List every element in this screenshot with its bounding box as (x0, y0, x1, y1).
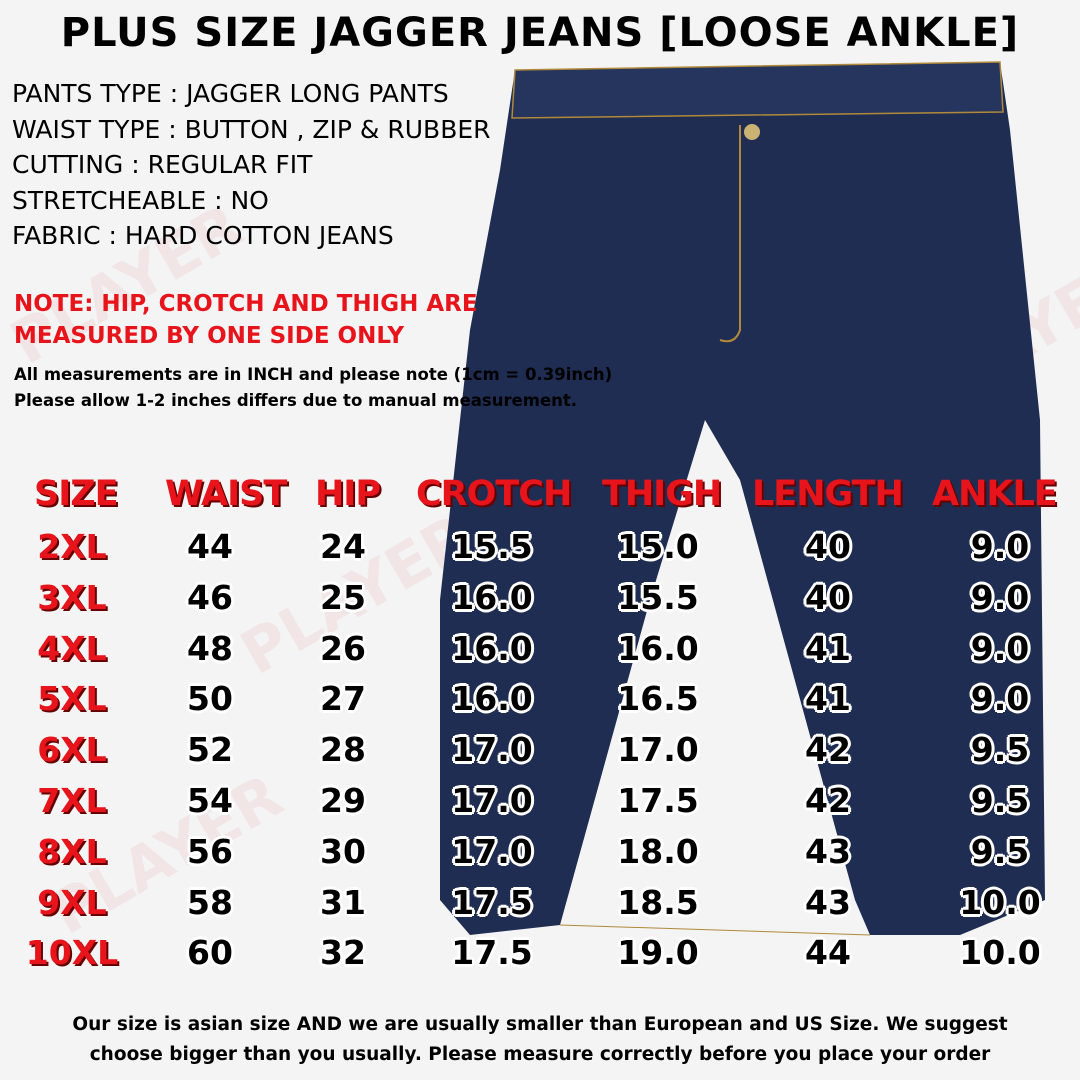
cell-thigh: 18.5 (617, 882, 699, 922)
table-row: 5XL 50 27 16.0 16.5 41 9.0 (0, 679, 1080, 729)
cell-size: 3XL (37, 577, 107, 617)
cell-crotch: 17.5 (451, 933, 533, 973)
cell-waist: 48 (187, 628, 233, 668)
cell-size: 7XL (37, 781, 107, 820)
cell-crotch: 16.0 (451, 628, 533, 668)
cell-ankle: 10.0 (959, 933, 1041, 973)
cell-crotch: 17.0 (451, 730, 533, 770)
cell-crotch: 16.0 (451, 679, 533, 719)
cell-size: 8XL (37, 831, 107, 871)
table-row: 6XL 52 28 17.0 17.0 42 9.5 (0, 730, 1080, 780)
cell-length: 41 (805, 679, 851, 719)
note-line: NOTE: HIP, CROTCH AND THIGH ARE (14, 291, 478, 317)
cell-hip: 24 (320, 527, 366, 566)
cell-waist: 44 (187, 527, 233, 566)
cell-hip: 26 (320, 628, 366, 668)
cell-ankle: 9.5 (970, 730, 1030, 770)
cell-waist: 60 (187, 933, 233, 973)
cell-ankle: 9.5 (970, 781, 1030, 820)
footer-note: Our size is asian size AND we are usuall… (0, 1010, 1080, 1070)
cell-crotch: 17.0 (451, 831, 533, 871)
table-row: 10XL 60 32 17.5 19.0 44 10.0 (0, 933, 1080, 983)
cell-size: 10XL (25, 933, 119, 973)
cell-size: 9XL (37, 882, 107, 922)
cell-size: 6XL (37, 730, 107, 770)
cell-waist: 58 (187, 882, 233, 922)
cell-size: 2XL (37, 527, 107, 566)
table-row: 3XL 46 25 16.0 15.5 40 9.0 (0, 578, 1080, 628)
info-line: All measurements are in INCH and please … (14, 365, 613, 384)
cell-length: 40 (805, 577, 851, 617)
cell-length: 40 (805, 527, 851, 566)
cell-crotch: 17.5 (451, 882, 533, 922)
cell-waist: 46 (187, 577, 233, 617)
cell-hip: 25 (320, 577, 366, 617)
table-row: 9XL 58 31 17.5 18.5 43 10.0 (0, 883, 1080, 933)
cell-hip: 30 (320, 831, 366, 871)
cell-hip: 28 (320, 730, 366, 770)
cell-hip: 31 (320, 882, 366, 922)
spec-fabric: FABRIC : HARD COTTON JEANS (12, 221, 394, 250)
cell-ankle: 9.5 (970, 831, 1030, 871)
footer-line: Our size is asian size AND we are usuall… (72, 1014, 1008, 1035)
spec-stretch: STRETCHEABLE : NO (12, 185, 269, 215)
cell-thigh: 18.0 (617, 831, 699, 871)
header-hip: HIP (315, 474, 381, 514)
cell-thigh: 17.5 (617, 781, 699, 820)
spec-list: PANTS TYPE : JAGGER LONG PANTS WAIST TYP… (12, 76, 491, 254)
cell-ankle: 9.0 (970, 577, 1030, 617)
cell-waist: 54 (187, 781, 233, 820)
cell-crotch: 17.0 (451, 781, 533, 820)
cell-ankle: 10.0 (959, 882, 1041, 922)
header-thigh: THIGH (602, 474, 722, 514)
cell-size: 4XL (37, 628, 107, 668)
cell-thigh: 16.5 (617, 679, 699, 719)
cell-length: 44 (805, 933, 851, 973)
spec-pants-type: PANTS TYPE : JAGGER LONG PANTS (12, 79, 449, 108)
measurement-note: NOTE: HIP, CROTCH AND THIGH ARE MEASURED… (14, 288, 478, 352)
cell-crotch: 16.0 (451, 577, 533, 617)
header-ankle: ANKLE (932, 474, 1058, 514)
table-row: 7XL 54 29 17.0 17.5 42 9.5 (0, 781, 1080, 831)
header-length: LENGTH (752, 474, 904, 514)
cell-length: 43 (805, 882, 851, 922)
cell-length: 42 (805, 781, 851, 820)
cell-waist: 56 (187, 831, 233, 871)
page-title: PLUS SIZE JAGGER JEANS [LOOSE ANKLE] (60, 10, 1020, 56)
cell-size: 5XL (37, 679, 107, 719)
table-row: 4XL 48 26 16.0 16.0 41 9.0 (0, 629, 1080, 679)
measurement-info: All measurements are in INCH and please … (14, 362, 612, 414)
spec-cutting: CUTTING : REGULAR FIT (12, 150, 313, 179)
cell-ankle: 9.0 (970, 628, 1030, 668)
cell-ankle: 9.0 (970, 527, 1030, 566)
note-line: MEASURED BY ONE SIDE ONLY (14, 323, 405, 349)
table-row: 8XL 56 30 17.0 18.0 43 9.5 (0, 832, 1080, 882)
footer-line: choose bigger than you usually. Please m… (89, 1044, 991, 1065)
header-waist: WAIST (165, 474, 287, 514)
header-size: SIZE (34, 474, 119, 514)
cell-hip: 29 (320, 781, 366, 820)
info-line: Please allow 1-2 inches differs due to m… (14, 391, 578, 410)
table-row: 2XL 44 24 15.5 15.0 40 9.0 (0, 527, 1080, 577)
cell-thigh: 15.0 (617, 527, 699, 566)
header-crotch: CROTCH (416, 474, 572, 514)
cell-thigh: 19.0 (617, 933, 699, 973)
cell-hip: 27 (320, 679, 366, 719)
cell-thigh: 16.0 (617, 628, 699, 668)
cell-length: 42 (805, 730, 851, 770)
cell-thigh: 17.0 (617, 730, 699, 770)
cell-waist: 52 (187, 730, 233, 770)
cell-length: 43 (805, 831, 851, 871)
cell-length: 41 (805, 628, 851, 668)
cell-ankle: 9.0 (970, 679, 1030, 719)
cell-hip: 32 (320, 933, 366, 973)
cell-crotch: 15.5 (451, 527, 533, 566)
cell-thigh: 15.5 (617, 577, 699, 617)
cell-waist: 50 (187, 679, 233, 719)
spec-waist-type: WAIST TYPE : BUTTON , ZIP & RUBBER (12, 114, 491, 144)
